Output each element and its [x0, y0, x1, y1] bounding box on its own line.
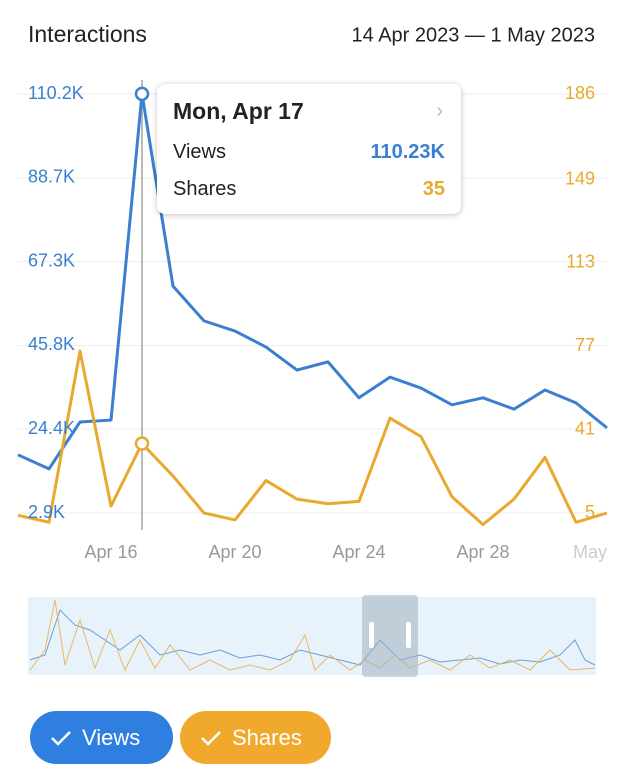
hover-point	[134, 86, 150, 102]
check-icon	[201, 730, 221, 746]
legend-label: Shares	[232, 724, 302, 750]
y2-tick-label: 149	[565, 168, 595, 188]
series-line	[17, 349, 608, 527]
hover-point	[134, 436, 150, 451]
x-tick-label: Apr 16	[84, 542, 137, 562]
tooltip-value: 110.23K	[370, 141, 445, 163]
y2-tick-label: 77	[575, 335, 595, 355]
tooltip-value: 35	[422, 178, 445, 200]
legend-button[interactable]: Views	[30, 711, 173, 764]
y2-tick-label: 5	[585, 502, 595, 522]
x-tick-label: Apr 20	[208, 542, 261, 562]
series-line	[17, 92, 608, 471]
y-tick-label: 2.9K	[28, 502, 65, 522]
x-tick-label: May	[573, 542, 607, 562]
y-tick-label: 24.4K	[28, 418, 75, 438]
y-tick-label: 67.3K	[28, 250, 75, 270]
y2-tick-label: 113	[566, 252, 595, 272]
x-tick-label: Apr 28	[456, 542, 509, 562]
y2-tick-label: 41	[575, 418, 595, 438]
tooltip-label: Views	[173, 141, 226, 163]
navigator-selection[interactable]	[362, 595, 418, 677]
navigator-line	[29, 599, 596, 672]
navigator-bg	[28, 597, 596, 675]
tooltip-label: Shares	[173, 178, 237, 200]
y-tick-label: 110.2K	[28, 83, 84, 103]
navigator-handle[interactable]	[406, 622, 411, 648]
y-tick-label: 45.8K	[28, 334, 75, 354]
date-range: 14 Apr 2023 — 1 May 2023	[352, 24, 596, 46]
y2-tick-label: 186	[565, 83, 595, 103]
tooltip-chevron: ›	[436, 100, 443, 122]
check-icon	[51, 730, 71, 746]
y-tick-label: 88.7K	[28, 167, 75, 187]
legend-label: Views	[82, 724, 141, 750]
x-tick-label: Apr 24	[332, 542, 385, 562]
tooltip-title: Mon, Apr 17	[173, 98, 304, 124]
chart: Interactions 14 Apr 2023 — 1 May 2023 2.…	[17, 21, 608, 677]
navigator-handle[interactable]	[369, 622, 374, 648]
legend-button[interactable]: Shares	[180, 711, 331, 764]
navigator[interactable]	[28, 595, 596, 677]
tooltip: Mon, Apr 17 › Views 110.23K Shares 35	[157, 84, 461, 214]
chart-title: Interactions	[28, 21, 147, 47]
